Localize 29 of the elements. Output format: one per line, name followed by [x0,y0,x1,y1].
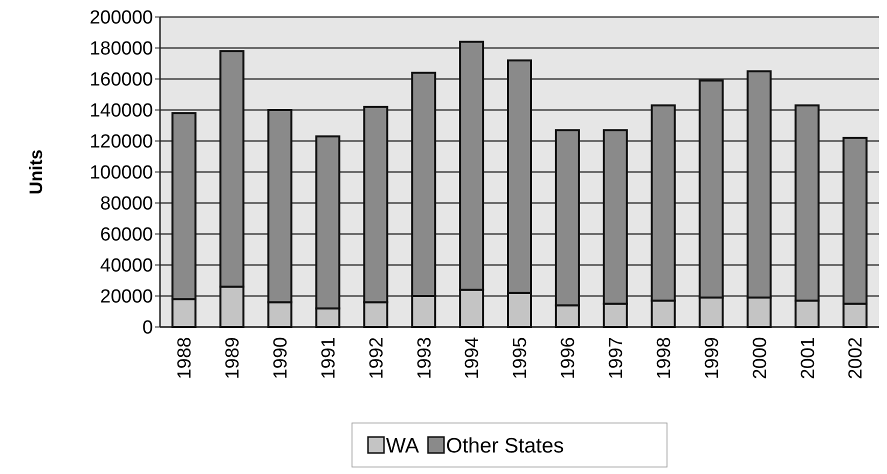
x-tick-label: 1993 [414,337,436,380]
y-tick-label: 180000 [90,38,153,60]
y-tick-label: 80000 [100,194,153,215]
x-tick-label: 1997 [606,337,628,380]
legend-label: WA [386,434,420,458]
x-tick-label: 1995 [510,337,532,380]
legend-label: Other States [446,434,564,458]
x-tick-label: 1992 [366,337,388,380]
y-tick-label: 160000 [90,70,153,91]
y-tick-label: 140000 [90,100,153,122]
x-tick-label: 1991 [318,337,340,380]
y-tick-label: 40000 [100,256,153,277]
x-tick-label: 1988 [174,337,196,380]
y-axis-title: Units [26,150,46,194]
x-tick-label: 1989 [222,337,244,380]
x-tick-label: 1994 [462,336,484,380]
y-tick-label: 60000 [100,224,153,246]
x-tick-label: 2002 [846,337,867,380]
y-tick-label: 20000 [100,286,153,308]
y-tick-label: 100000 [90,162,153,184]
x-tick-label: 1990 [270,337,292,380]
x-tick-label: 2001 [798,337,819,380]
y-tick-label: 0 [142,318,153,339]
y-tick-label: 120000 [90,132,153,153]
x-tick-label: 1998 [654,337,675,380]
x-tick-label: 1996 [558,337,580,380]
y-tick-label: 200000 [90,8,153,29]
x-tick-label: 2000 [750,337,771,380]
x-tick-label: 1999 [702,337,723,380]
